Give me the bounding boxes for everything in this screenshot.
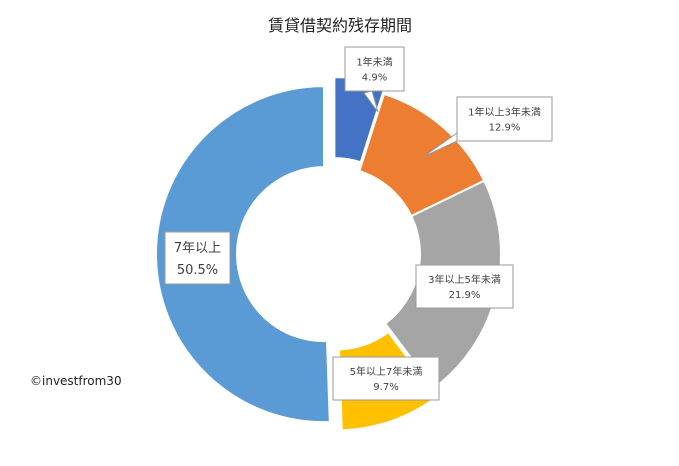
data-label-3to5: 3年以上5年未満 21.9% xyxy=(415,264,514,309)
value-label-3to5: 21.9% xyxy=(449,290,481,301)
labels-layer: 1年未満 4.9% 1年以上3年未満 12.9% 3年以上5年未満 21.9% 5年以上7年… xyxy=(164,46,553,401)
label-box-1to3 xyxy=(456,96,553,142)
value-label-5to7: 9.7% xyxy=(373,382,398,393)
data-label-lt1: 1年未満 4.9% xyxy=(344,46,405,92)
label-box-5to7 xyxy=(332,356,440,401)
category-label-5to7: 5年以上7年未満 xyxy=(350,365,423,378)
category-label-1to3: 1年以上3年未満 xyxy=(468,106,541,119)
category-label-lt1: 1年未満 xyxy=(356,56,392,69)
slice-ge7 xyxy=(155,85,331,424)
label-box-lt1 xyxy=(344,46,405,92)
data-label-1to3: 1年以上3年未満 12.9% xyxy=(456,96,553,142)
data-label-ge7: 7年以上 50.5% xyxy=(164,231,231,285)
category-label-3to5: 3年以上5年未満 xyxy=(428,273,501,286)
value-label-1to3: 12.9% xyxy=(489,123,521,134)
copyright-text: ©investfrom30 xyxy=(30,374,122,388)
label-box-ge7 xyxy=(164,231,231,285)
chart-title: 賃貸借契約残存期間 xyxy=(268,16,412,35)
value-label-ge7: 50.5% xyxy=(177,263,218,278)
slices-layer xyxy=(155,76,502,432)
data-label-5to7: 5年以上7年未満 9.7% xyxy=(332,356,440,401)
label-box-3to5 xyxy=(415,264,514,309)
category-label-ge7: 7年以上 xyxy=(174,241,221,256)
callout-pointer-lt1 xyxy=(363,90,379,113)
value-label-lt1: 4.9% xyxy=(362,73,387,84)
